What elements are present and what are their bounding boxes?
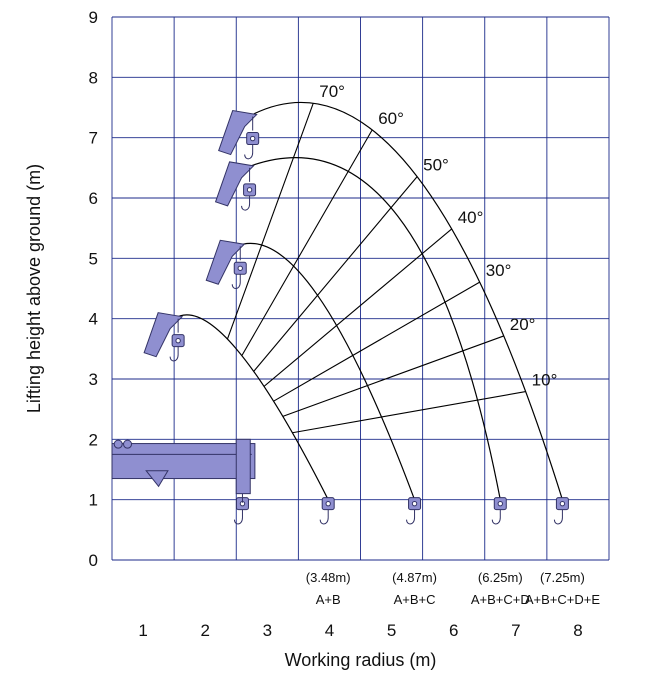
x-tick-label: 8	[573, 621, 582, 640]
y-tick-label: 5	[89, 249, 98, 268]
reach-curves	[173, 101, 563, 500]
boom-head-folded	[235, 438, 251, 495]
hook-pin	[175, 337, 181, 344]
angle-label: 50°	[423, 156, 449, 175]
angle-line-70	[226, 103, 314, 340]
x-tick-label: 5	[387, 621, 396, 640]
y-tick-label: 9	[89, 8, 98, 27]
boom-tip-3	[214, 161, 255, 207]
x-tick-label: 6	[449, 621, 458, 640]
reach-curve-3	[245, 157, 501, 500]
angle-line-40	[263, 228, 453, 387]
hook-pin	[497, 500, 503, 507]
labels: 0 1 2 3 4 5 6 7 8 9 1 2 3 4 5 6 7 8 Working radius (m) Lift…	[24, 8, 600, 670]
boom-combination-label: A+B+C+D+E	[525, 592, 600, 607]
hook-pin	[559, 500, 566, 507]
reach-curve-4	[248, 101, 563, 500]
hook-shape	[319, 509, 329, 525]
reach-curve-1	[173, 314, 329, 500]
boom-combination-label: A+B+C+D	[471, 592, 530, 607]
reach-curve-2	[236, 242, 416, 500]
x-tick-label: 3	[263, 621, 272, 640]
boom-tip-2	[205, 239, 246, 285]
max-radius-label: (6.25m)	[478, 570, 523, 585]
hook-pin	[237, 265, 243, 271]
hook-pin	[249, 135, 256, 142]
angle-label: 40°	[458, 208, 484, 227]
boom-head	[205, 239, 246, 285]
boom-tip-hook-4	[244, 132, 260, 160]
y-tick-label: 8	[89, 68, 98, 87]
hook-shape	[169, 346, 179, 362]
x-axis-title: Working radius (m)	[285, 650, 437, 670]
hook-shape	[406, 509, 416, 525]
y-tick-label: 1	[89, 491, 98, 510]
max-radius-label: (4.87m)	[392, 570, 437, 585]
boom-combination-label: A+B	[316, 592, 341, 607]
boom-head	[218, 109, 258, 156]
boom-tip-4	[218, 109, 258, 156]
boom-head	[214, 161, 255, 207]
boom-tip-1	[143, 312, 184, 358]
y-tick-label: 4	[89, 310, 98, 329]
x-tick-label: 4	[325, 621, 334, 640]
y-tick-label: 3	[89, 370, 98, 389]
angle-line-10	[292, 391, 526, 434]
angle-line-20	[282, 335, 504, 417]
boom-tip-hook-1	[169, 334, 185, 362]
y-tick-label: 0	[89, 551, 98, 570]
crane-base	[111, 438, 256, 503]
max-radius-label: (7.25m)	[540, 570, 585, 585]
hook-shape	[491, 509, 501, 525]
angle-line-60	[241, 129, 373, 356]
crane-illustration	[111, 109, 569, 525]
hook-shape	[553, 509, 563, 525]
y-axis-title: Lifting height above ground (m)	[24, 164, 44, 413]
y-tick-label: 7	[89, 129, 98, 148]
hook-pin	[246, 187, 253, 193]
pivot-joint	[113, 439, 123, 449]
base-boom	[111, 443, 256, 480]
angle-label: 30°	[486, 261, 512, 280]
hook-shape	[244, 144, 254, 160]
max-radius-label: (3.48m)	[306, 570, 351, 585]
angle-line-50	[253, 176, 418, 372]
boom-combination-label: A+B+C	[394, 592, 436, 607]
grid	[111, 16, 610, 561]
ground-hook-1	[319, 497, 335, 525]
hook-pin	[411, 500, 418, 507]
hook-shape	[231, 274, 241, 290]
ground-hook-2	[406, 497, 422, 525]
ground-hook-4	[553, 497, 569, 525]
angle-line-30	[273, 281, 480, 402]
pivot-joint	[123, 439, 133, 449]
outrigger	[145, 470, 169, 488]
angle-label: 70°	[319, 82, 345, 101]
y-tick-label: 2	[89, 430, 98, 449]
angle-label: 20°	[510, 315, 536, 334]
angle-label: 10°	[532, 371, 558, 390]
y-tick-label: 6	[89, 189, 98, 208]
hook-pin	[325, 500, 331, 507]
angle-label: 60°	[378, 109, 404, 128]
x-tick-label: 7	[511, 621, 520, 640]
boom-tip-hook-3	[241, 183, 257, 211]
x-tick-label: 1	[138, 621, 147, 640]
hook-shape	[241, 195, 251, 211]
boom-head	[143, 312, 184, 358]
ground-hook-3	[491, 497, 507, 525]
hook-shape	[233, 509, 243, 525]
x-tick-label: 2	[200, 621, 209, 640]
boom-tip-hook-2	[231, 261, 247, 290]
